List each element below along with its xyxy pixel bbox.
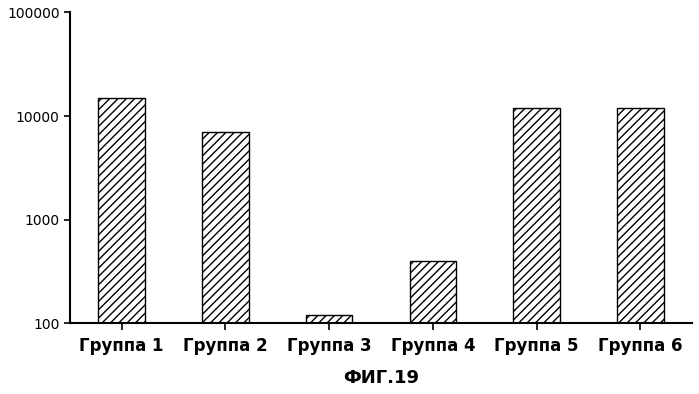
X-axis label: ФИГ.19: ФИГ.19	[343, 369, 419, 387]
Bar	[617, 108, 664, 394]
Bar	[99, 98, 145, 394]
Bar	[202, 132, 249, 394]
Bar	[305, 315, 352, 394]
Bar	[410, 261, 456, 394]
Bar	[513, 108, 560, 394]
